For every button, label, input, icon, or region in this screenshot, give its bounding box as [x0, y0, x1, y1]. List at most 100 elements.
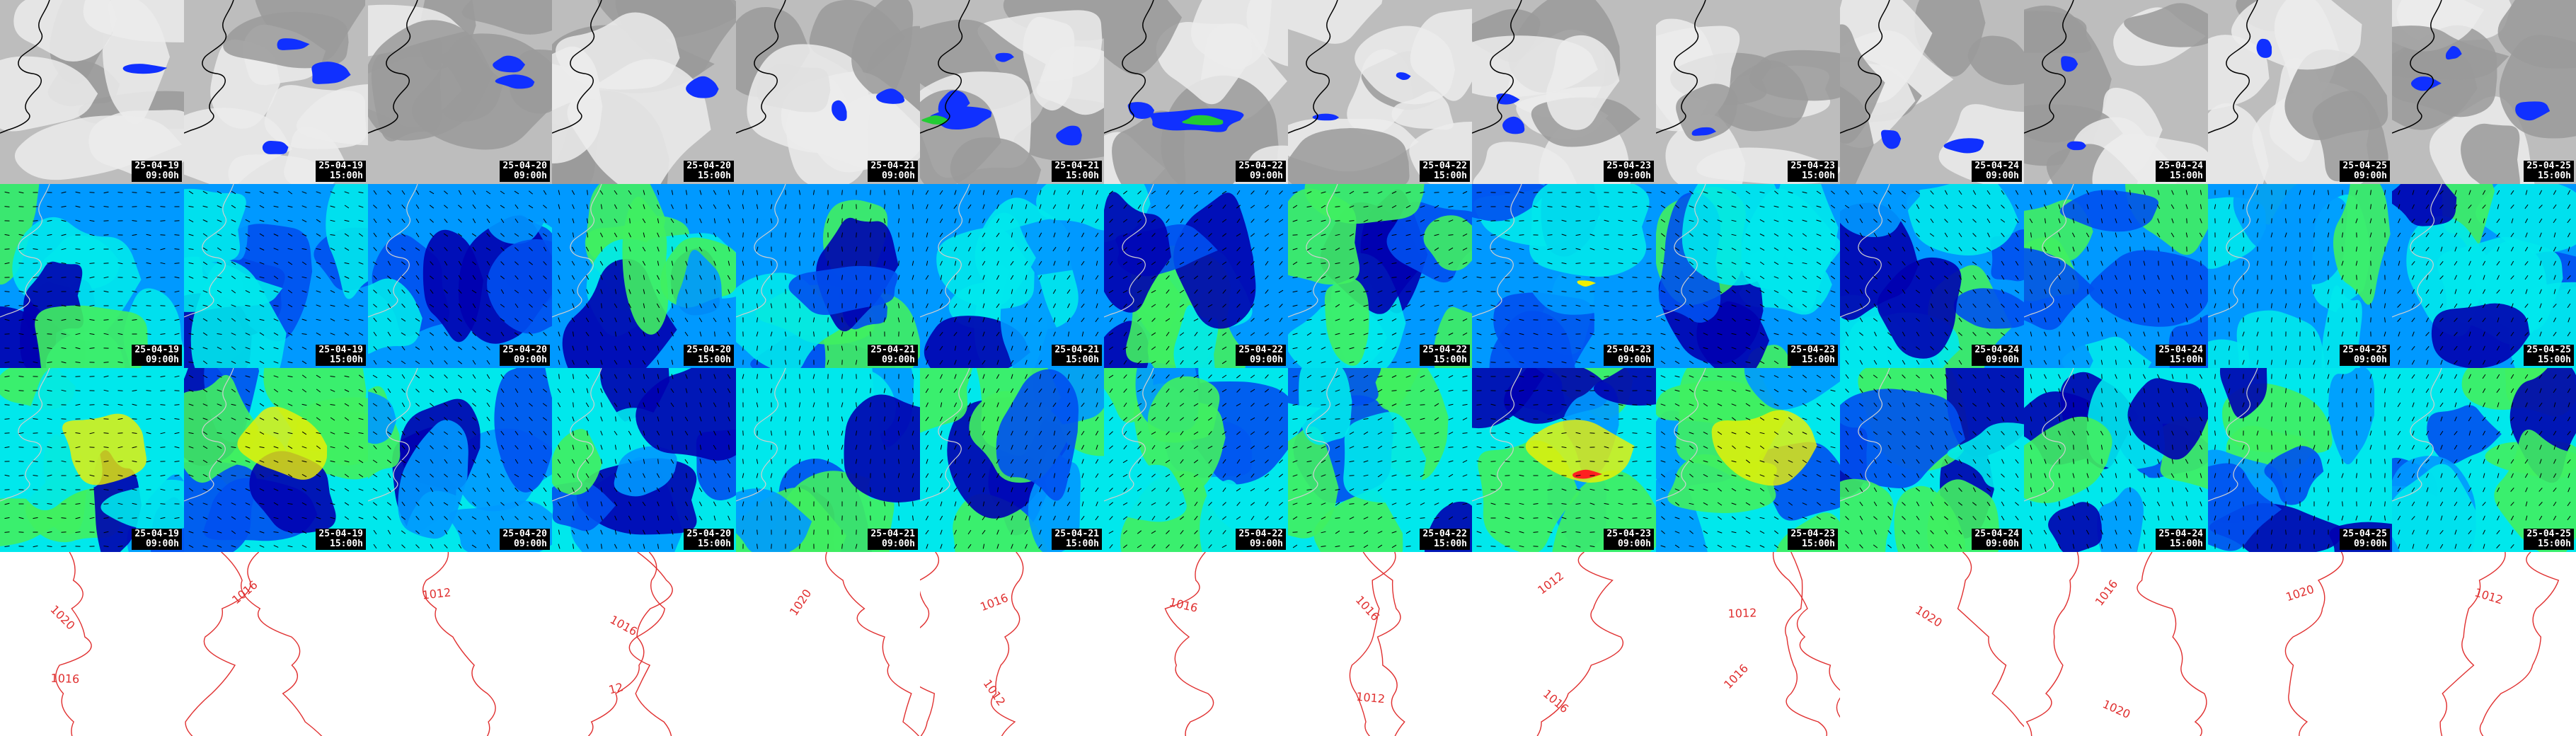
timestamp-label: 25-04-22 15:00h	[1420, 529, 1470, 550]
timestamp-time: 09:00h	[146, 355, 179, 365]
cloud-precipitation-map-25-04-21-0900: 25-04-21 09:00h	[736, 0, 920, 184]
cloud-precipitation-map-25-04-25-0900: 25-04-25 09:00h	[2208, 0, 2392, 184]
pressure-isobars-map-image: 1020	[2208, 552, 2392, 736]
timestamp-time: 15:00h	[330, 355, 363, 365]
timestamp-label: 25-04-22 09:00h	[1236, 345, 1286, 366]
timestamp-label: 25-04-19 09:00h	[132, 161, 182, 182]
timestamp-label: 25-04-21 09:00h	[868, 345, 918, 366]
timestamp-label: 25-04-23 15:00h	[1788, 529, 1838, 550]
wind-gust-map-25-04-24-0900: 25-04-24 09:00h	[1840, 368, 2024, 552]
pressure-isobars-map-25-04-19-0900: 1020 1016	[0, 552, 184, 736]
cloud-precipitation-map-25-04-19-1500: 25-04-19 15:00h	[184, 0, 368, 184]
wind-surface-map-image	[1656, 184, 1840, 368]
cloud-precipitation-map-image	[368, 0, 552, 184]
timestamp-time: 09:00h	[2354, 171, 2387, 181]
timestamp-time: 09:00h	[1986, 355, 2019, 365]
timestamp-time: 15:00h	[1434, 539, 1467, 549]
timestamp-time: 15:00h	[2170, 355, 2203, 365]
timestamp-date: 25-04-19	[318, 345, 363, 355]
timestamp-label: 25-04-25 15:00h	[2524, 529, 2574, 550]
wind-gust-map-image	[2208, 368, 2392, 552]
timestamp-date: 25-04-19	[134, 161, 179, 171]
pressure-isobars-map-25-04-25-0900: 1020	[2208, 552, 2392, 736]
timestamp-date: 25-04-24	[2158, 161, 2203, 171]
timestamp-time: 15:00h	[2538, 171, 2571, 181]
timestamp-time: 09:00h	[514, 355, 547, 365]
wind-surface-map-image	[1840, 184, 2024, 368]
cloud-precipitation-map-image	[1656, 0, 1840, 184]
timestamp-time: 09:00h	[882, 355, 915, 365]
timestamp-date: 25-04-21	[1054, 161, 1099, 171]
timestamp-date: 25-04-24	[1974, 161, 2019, 171]
cloud-precipitation-map-25-04-23-1500: 25-04-23 15:00h	[1656, 0, 1840, 184]
timestamp-label: 25-04-25 09:00h	[2340, 345, 2390, 366]
timestamp-time: 09:00h	[1986, 539, 2019, 549]
timestamp-date: 25-04-24	[2158, 345, 2203, 355]
timestamp-label: 25-04-20 09:00h	[500, 161, 550, 182]
cloud-precipitation-map-image	[2024, 0, 2208, 184]
wind-gust-map-image	[368, 368, 552, 552]
timestamp-label: 25-04-20 15:00h	[684, 161, 734, 182]
cloud-precipitation-map-25-04-24-1500: 25-04-24 15:00h	[2024, 0, 2208, 184]
wind-surface-map-image	[2208, 184, 2392, 368]
cloud-precipitation-map-image	[1840, 0, 2024, 184]
timestamp-time: 09:00h	[1618, 539, 1651, 549]
timestamp-time: 15:00h	[2538, 355, 2571, 365]
wind-surface-map-25-04-23-0900: 25-04-23 09:00h	[1472, 184, 1656, 368]
wind-surface-map-25-04-20-0900: 25-04-20 09:00h	[368, 184, 552, 368]
wind-surface-map-image	[0, 184, 184, 368]
timestamp-label: 25-04-22 09:00h	[1236, 161, 1286, 182]
pressure-isobars-map-25-04-22-1500: 1016 1012	[1288, 552, 1472, 736]
timestamp-date: 25-04-24	[1974, 345, 2019, 355]
wind-gust-map-image	[736, 368, 920, 552]
timestamp-label: 25-04-24 09:00h	[1972, 345, 2022, 366]
timestamp-date: 25-04-22	[1238, 161, 1283, 171]
timestamp-label: 25-04-19 15:00h	[316, 161, 366, 182]
cloud-precipitation-map-25-04-19-0900: 25-04-19 09:00h	[0, 0, 184, 184]
wind-gust-map-image	[1104, 368, 1288, 552]
pressure-isobars-map-25-04-19-1500: 1016	[184, 552, 368, 736]
cloud-precipitation-map-image	[1104, 0, 1288, 184]
wind-gust-map-image	[1472, 368, 1656, 552]
timestamp-date: 25-04-21	[870, 161, 915, 171]
cloud-precipitation-map-25-04-24-0900: 25-04-24 09:00h	[1840, 0, 2024, 184]
cloud-precipitation-map-image	[0, 0, 184, 184]
timestamp-time: 09:00h	[2354, 539, 2387, 549]
wind-surface-map-25-04-23-1500: 25-04-23 15:00h	[1656, 184, 1840, 368]
timestamp-label: 25-04-19 15:00h	[316, 345, 366, 366]
isobar-pressure-label: 1012	[1727, 606, 1756, 620]
timestamp-label: 25-04-22 09:00h	[1236, 529, 1286, 550]
wind-surface-map-image	[736, 184, 920, 368]
timestamp-time: 15:00h	[1802, 355, 1835, 365]
timestamp-date: 25-04-23	[1606, 345, 1651, 355]
timestamp-time: 09:00h	[1250, 355, 1283, 365]
timestamp-label: 25-04-21 09:00h	[868, 529, 918, 550]
wind-surface-map-25-04-25-1500: 25-04-25 15:00h	[2392, 184, 2576, 368]
timestamp-time: 15:00h	[330, 539, 363, 549]
cloud-precipitation-map-image	[1472, 0, 1656, 184]
cloud-precipitation-map-image	[2392, 0, 2576, 184]
wind-gust-map-image	[1840, 368, 2024, 552]
timestamp-date: 25-04-24	[1974, 529, 2019, 539]
timestamp-date: 25-04-25	[2342, 529, 2387, 539]
wind-gust-map-image	[1288, 368, 1472, 552]
timestamp-label: 25-04-20 09:00h	[500, 529, 550, 550]
pressure-isobars-map-image: 1020	[1840, 552, 2024, 736]
timestamp-time: 09:00h	[514, 171, 547, 181]
timestamp-date: 25-04-25	[2526, 345, 2571, 355]
wind-gust-map-25-04-23-1500: 25-04-23 15:00h	[1656, 368, 1840, 552]
timestamp-label: 25-04-25 15:00h	[2524, 345, 2574, 366]
wind-gust-map-image	[184, 368, 368, 552]
timestamp-time: 15:00h	[1802, 539, 1835, 549]
timestamp-time: 09:00h	[1618, 355, 1651, 365]
timestamp-label: 25-04-23 09:00h	[1604, 161, 1654, 182]
timestamp-time: 15:00h	[1066, 171, 1099, 181]
pressure-isobars-map-25-04-23-0900: 1012 1016	[1472, 552, 1656, 736]
wind-surface-map-image	[1288, 184, 1472, 368]
timestamp-label: 25-04-23 09:00h	[1604, 529, 1654, 550]
wind-surface-map-25-04-24-0900: 25-04-24 09:00h	[1840, 184, 2024, 368]
wind-gust-map-image	[1656, 368, 1840, 552]
wind-surface-map-image	[552, 184, 736, 368]
